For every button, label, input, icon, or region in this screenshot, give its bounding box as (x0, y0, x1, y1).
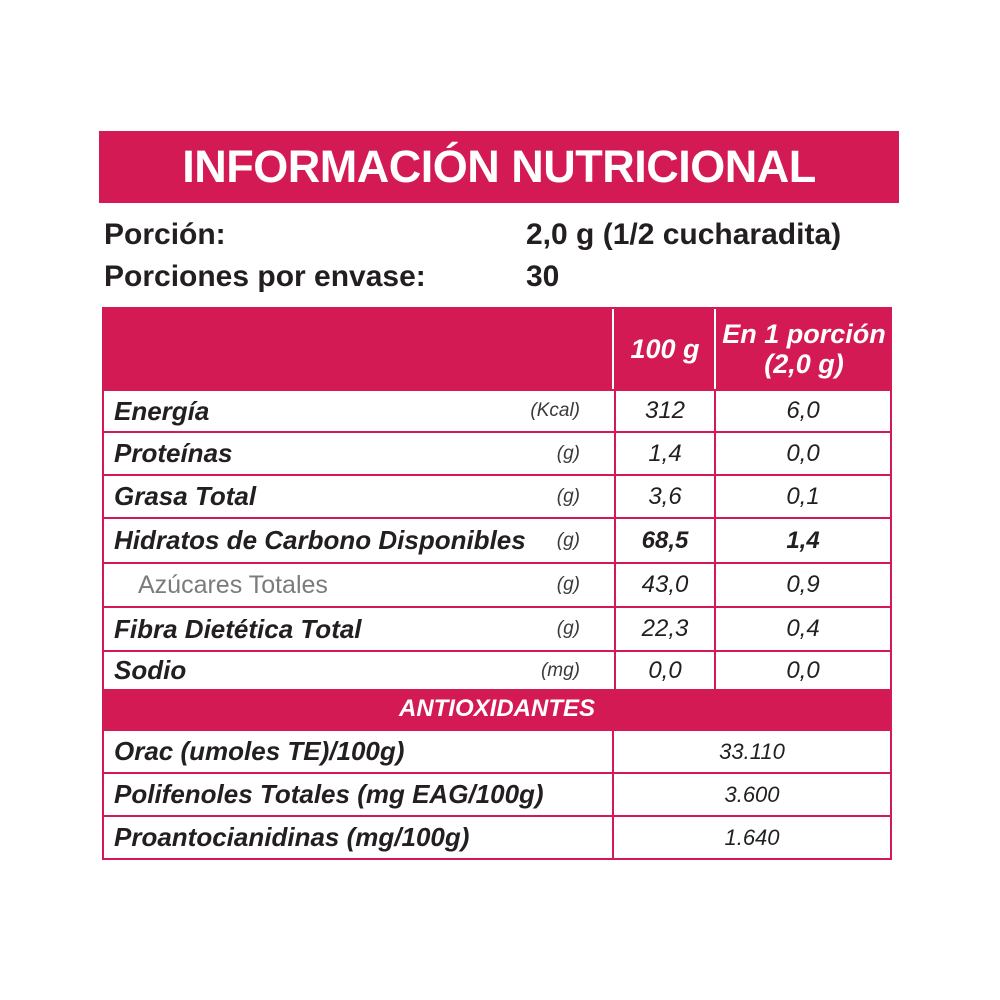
value-per-portion: 0,0 (714, 433, 890, 474)
table-row: Grasa Total (g) 3,6 0,1 (104, 476, 890, 517)
nutrient-name: Sodio (114, 655, 187, 685)
value-per-portion: 0,9 (714, 564, 890, 606)
table-row: Hidratos de Carbono Disponibles (g) 68,5… (104, 519, 890, 562)
nutrient-name: Grasa Total (114, 481, 257, 511)
servings-per-container-label: Porciones por envase: (104, 260, 426, 293)
table-row: Fibra Dietética Total (g) 22,3 0,4 (104, 608, 890, 650)
nutrient-name: Fibra Dietética Total (114, 613, 362, 644)
antioxidant-value: 3.600 (612, 774, 890, 815)
table-row: Proteínas (g) 1,4 0,0 (104, 433, 890, 474)
nutrient-name: Proteínas (114, 438, 233, 468)
servings-per-container-value: 30 (526, 260, 560, 293)
value-per-100g: 22,3 (614, 608, 714, 650)
nutrient-name: Hidratos de Carbono Disponibles (114, 525, 526, 555)
title-banner: INFORMACIÓN NUTRICIONAL (99, 131, 899, 203)
table-row: Sodio (mg) 0,0 0,0 (104, 652, 890, 689)
value-per-portion: 6,0 (714, 391, 890, 431)
nutrient-unit: (g) (556, 618, 580, 639)
serving-value: 2,0 g (1/2 cucharadita) (526, 218, 842, 251)
page-title: INFORMACIÓN NUTRICIONAL (182, 141, 816, 192)
value-per-100g: 3,6 (614, 476, 714, 517)
antioxidant-row: Orac (umoles TE)/100g) 33.110 (104, 731, 890, 772)
value-per-portion: 0,0 (714, 652, 890, 689)
antioxidants-header: ANTIOXIDANTES (398, 695, 595, 722)
antioxidant-value: 1.640 (612, 817, 890, 858)
antioxidant-row: Polifenoles Totales (mg EAG/100g) 3.600 (104, 774, 890, 815)
nutrient-unit: (Kcal) (530, 400, 580, 421)
value-per-100g: 312 (614, 391, 714, 431)
antioxidant-name: Proantocianidinas (mg/100g) (114, 822, 470, 852)
header-per-portion: En 1 porción (2,0 g) (714, 309, 892, 389)
table-row: Azúcares Totales (g) 43,0 0,9 (104, 564, 890, 606)
nutrient-unit: (g) (556, 529, 580, 551)
header-per-portion-line2: (2,0 g) (764, 349, 844, 379)
table-header: 100 g En 1 porción (2,0 g) (104, 309, 890, 389)
antioxidant-value: 33.110 (612, 731, 890, 772)
table-row: Energía (Kcal) 312 6,0 (104, 391, 890, 431)
header-per-portion-line1: En 1 porción (722, 319, 886, 349)
value-per-portion: 0,4 (714, 608, 890, 650)
nutrient-unit: (g) (556, 574, 580, 595)
nutrient-unit: (mg) (540, 659, 580, 681)
antioxidant-name: Orac (umoles TE)/100g) (114, 736, 405, 766)
nutrient-name: Azúcares Totales (138, 570, 328, 599)
nutrient-unit: (g) (556, 442, 580, 464)
nutrition-table: 100 g En 1 porción (2,0 g) Energía (Kcal… (102, 307, 892, 860)
nutrient-unit: (g) (556, 485, 580, 507)
value-per-100g: 68,5 (614, 519, 714, 562)
nutrient-name: Energía (114, 395, 210, 426)
value-per-portion: 0,1 (714, 476, 890, 517)
header-per-100g: 100 g (612, 309, 716, 389)
value-per-100g: 43,0 (614, 564, 714, 606)
value-per-100g: 1,4 (614, 433, 714, 474)
serving-label: Porción: (104, 218, 226, 251)
antioxidant-name: Polifenoles Totales (mg EAG/100g) (114, 779, 544, 809)
value-per-100g: 0,0 (614, 652, 714, 689)
antioxidant-row: Proantocianidinas (mg/100g) 1.640 (104, 817, 890, 858)
value-per-portion: 1,4 (714, 519, 890, 562)
